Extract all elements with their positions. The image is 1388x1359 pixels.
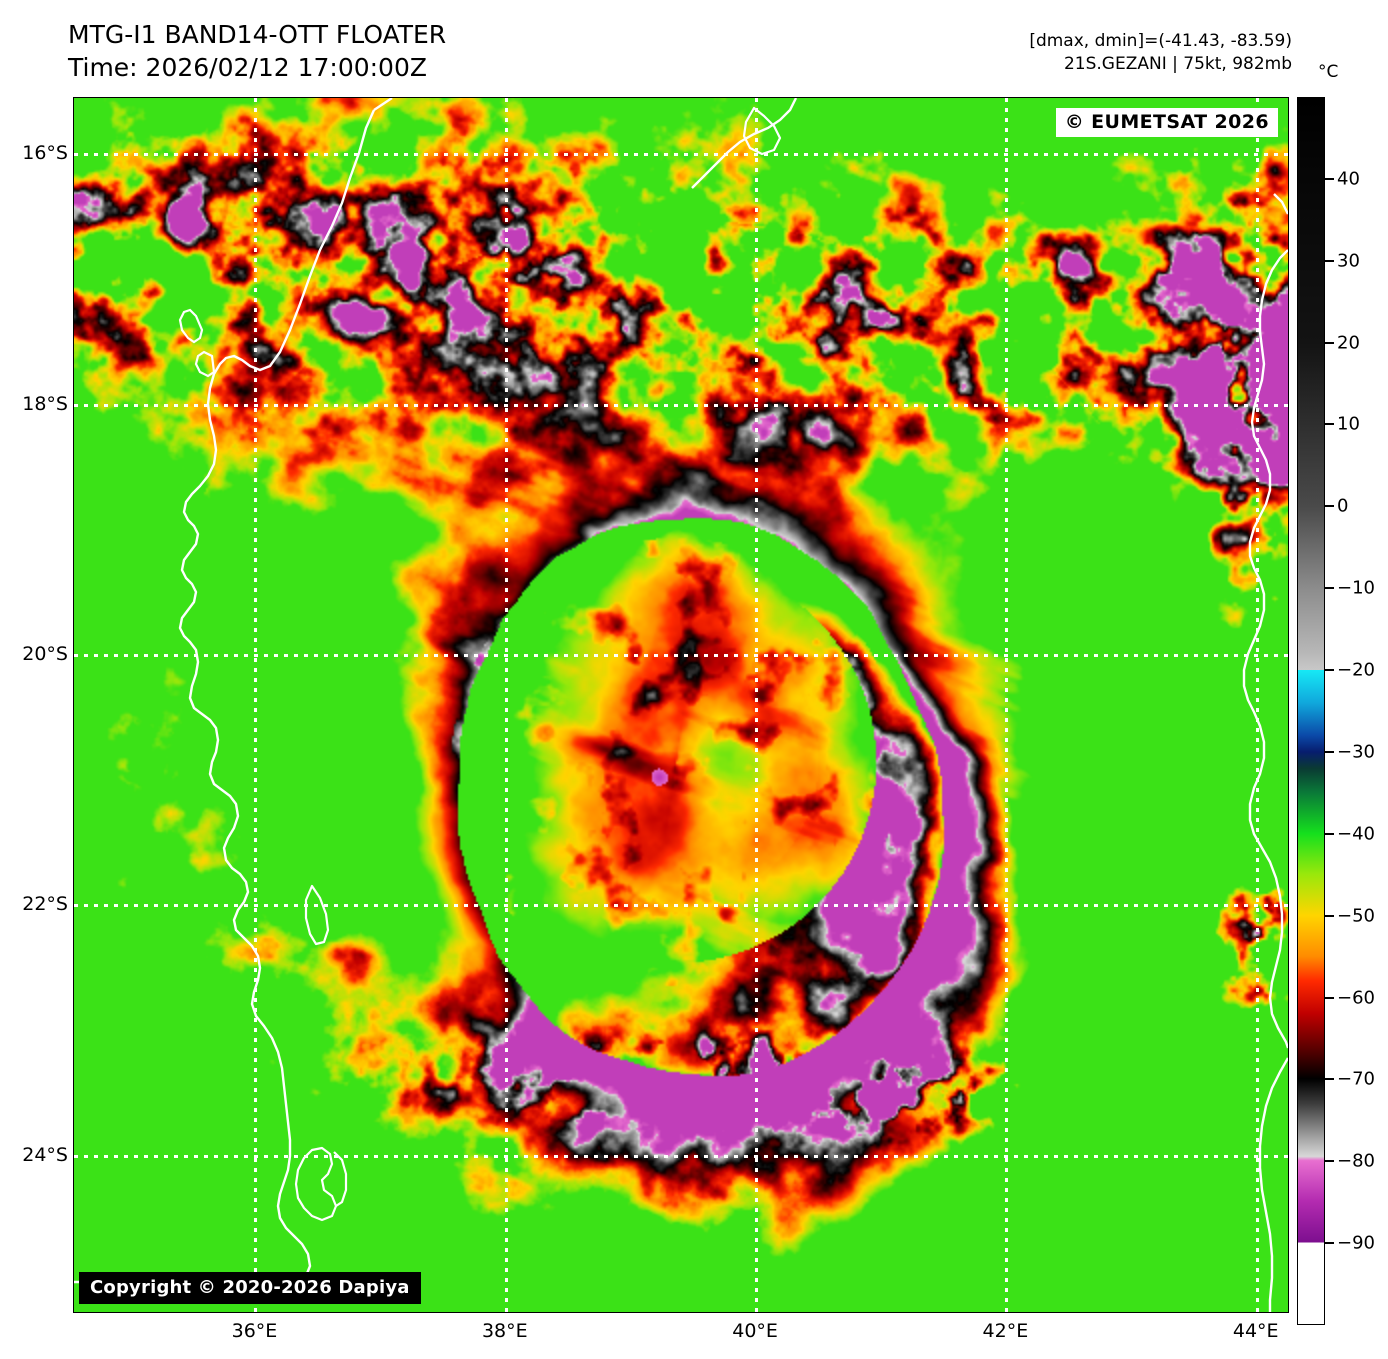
storm-info-label: 21S.GEZANI | 75kt, 982mb: [1029, 53, 1292, 76]
temperature-colorbar[interactable]: [1297, 97, 1325, 1325]
colorbar-tick-minus30: −30: [1337, 741, 1375, 762]
satellite-image-panel[interactable]: © EUMETSAT 2026 Copyright © 2020-2026 Da…: [73, 97, 1289, 1313]
lon-tick-42E: 42°E: [983, 1320, 1029, 1342]
colorbar-tick-mark: [1325, 915, 1334, 917]
page-title: MTG-I1 BAND14-OTT FLOATER: [68, 18, 446, 51]
colorbar-tick-minus50: −50: [1337, 905, 1375, 926]
gridline-lon: [755, 98, 758, 1312]
colorbar-tick-mark: [1325, 505, 1334, 507]
colorbar-tick-mark: [1325, 669, 1334, 671]
colorbar-gradient: [1298, 98, 1324, 1324]
colorbar-tick-mark: [1325, 1242, 1334, 1244]
colorbar-tick-mark: [1325, 587, 1334, 589]
colorbar-tick-minus90: −90: [1337, 1233, 1375, 1254]
header-metadata-block: [dmax, dmin]=(-41.43, -83.59) 21S.GEZANI…: [1029, 30, 1292, 76]
colorbar-tick-minus70: −70: [1337, 1069, 1375, 1090]
colorbar-tick-30: 30: [1337, 250, 1360, 271]
lon-tick-36E: 36°E: [232, 1320, 278, 1342]
colorbar-tick-10: 10: [1337, 414, 1360, 435]
lon-tick-40E: 40°E: [732, 1320, 778, 1342]
colorbar-tick-0: 0: [1337, 496, 1348, 517]
gridline-lon: [254, 98, 257, 1312]
colorbar-tick-minus60: −60: [1337, 987, 1375, 1008]
colorbar-tick-minus10: −10: [1337, 578, 1375, 599]
gridline-lon: [505, 98, 508, 1312]
lat-tick-18S: 18°S: [22, 393, 68, 415]
dmax-dmin-label: [dmax, dmin]=(-41.43, -83.59): [1029, 30, 1292, 53]
colorbar-tick-mark: [1325, 1160, 1334, 1162]
colorbar-tick-20: 20: [1337, 332, 1360, 353]
colorbar-tick-minus80: −80: [1337, 1151, 1375, 1172]
lat-lon-grid: [74, 98, 1288, 1312]
colorbar-tick-mark: [1325, 342, 1334, 344]
lat-tick-22S: 22°S: [22, 893, 68, 915]
copyright-badge: Copyright © 2020-2026 Dapiya: [79, 1272, 421, 1304]
colorbar-tick-mark: [1325, 178, 1334, 180]
colorbar-tick-mark: [1325, 423, 1334, 425]
eumetsat-credit-badge: © EUMETSAT 2026: [1056, 108, 1278, 137]
gridline-lon: [1005, 98, 1008, 1312]
gridline-lon: [1256, 98, 1259, 1312]
lon-tick-44E: 44°E: [1233, 1320, 1279, 1342]
lon-tick-38E: 38°E: [482, 1320, 528, 1342]
lat-tick-20S: 20°S: [22, 643, 68, 665]
colorbar-tick-minus20: −20: [1337, 660, 1375, 681]
colorbar-tick-mark: [1325, 833, 1334, 835]
timestamp-label: Time: 2026/02/12 17:00:00Z: [68, 51, 446, 84]
colorbar-tick-mark: [1325, 997, 1334, 999]
colorbar-unit-label: °C: [1318, 62, 1338, 82]
colorbar-tick-mark: [1325, 260, 1334, 262]
colorbar-tick-40: 40: [1337, 168, 1360, 189]
colorbar-tick-minus40: −40: [1337, 823, 1375, 844]
header-title-block: MTG-I1 BAND14-OTT FLOATER Time: 2026/02/…: [68, 18, 446, 84]
colorbar-tick-mark: [1325, 751, 1334, 753]
lat-tick-24S: 24°S: [22, 1144, 68, 1166]
colorbar-tick-mark: [1325, 1078, 1334, 1080]
lat-tick-16S: 16°S: [22, 142, 68, 164]
